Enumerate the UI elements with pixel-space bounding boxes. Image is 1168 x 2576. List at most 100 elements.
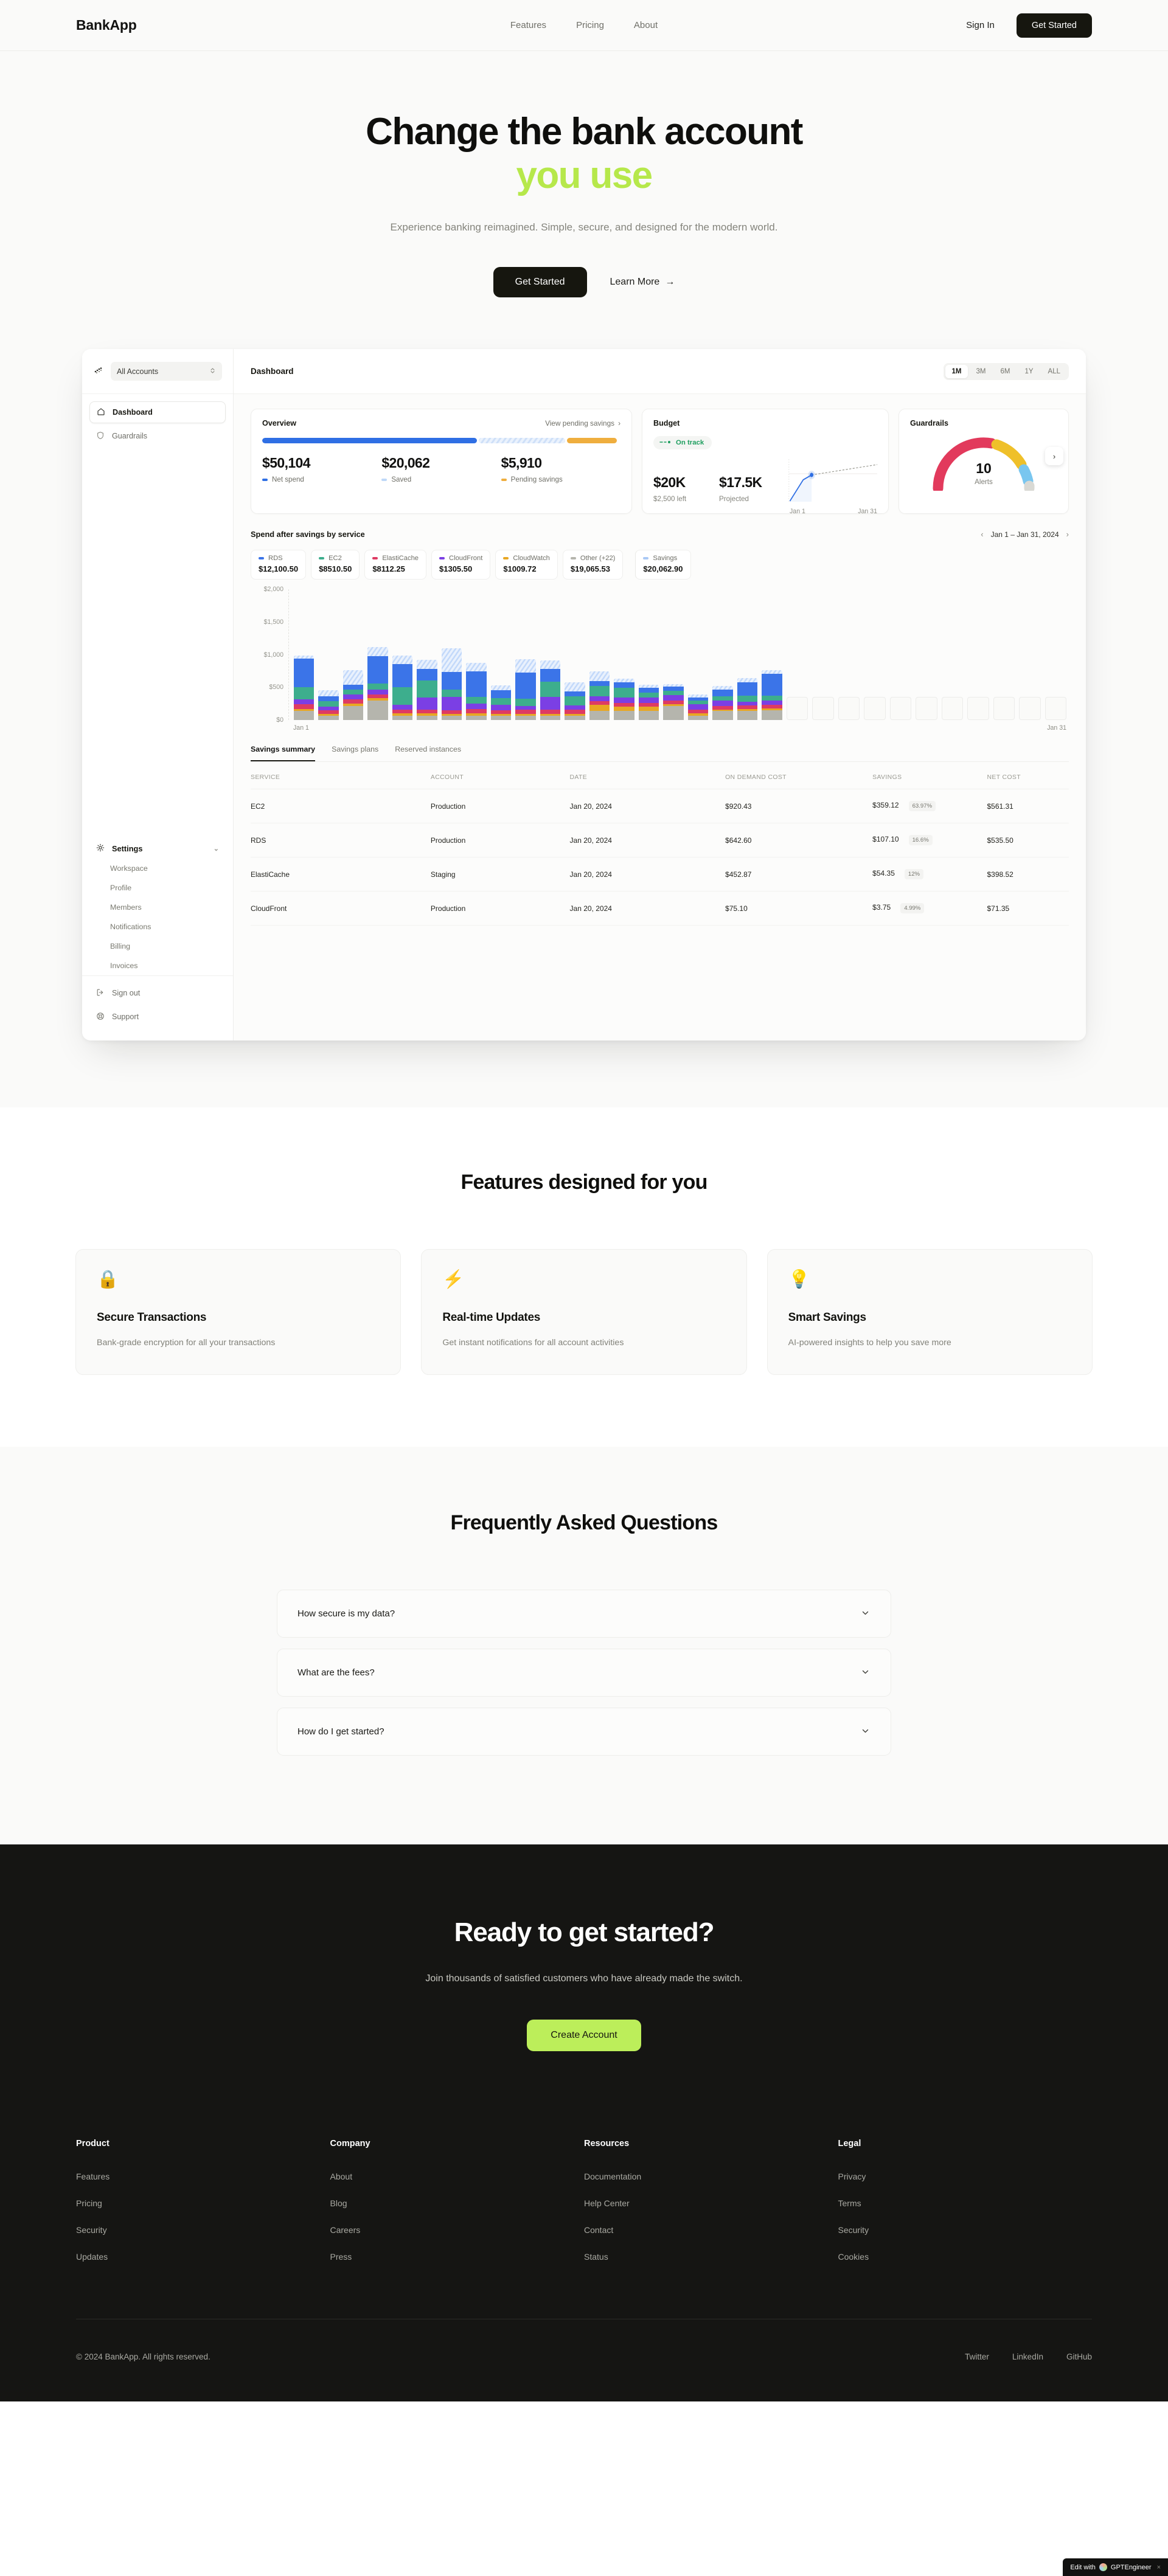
chart-bar[interactable] (1045, 697, 1067, 721)
chart-bar[interactable] (441, 648, 462, 721)
faq-item-security[interactable]: How secure is my data? (277, 1590, 891, 1638)
footer-link-documentation[interactable]: Documentation (584, 2172, 642, 2182)
range-tab-1y[interactable]: 1Y (1024, 367, 1034, 375)
chart-bar[interactable] (614, 679, 634, 721)
footer-link-help-center[interactable]: Help Center (584, 2198, 630, 2209)
legend-item-ec2[interactable]: EC2 $8510.50 (311, 550, 360, 580)
chart-bar[interactable] (294, 655, 315, 721)
sidebar-settings-group[interactable]: Settings ⌄ (82, 838, 233, 859)
footer-link-pricing[interactable]: Pricing (76, 2198, 102, 2209)
date-prev-icon[interactable]: ‹ (981, 530, 984, 539)
range-tab-6m[interactable]: 6M (1000, 367, 1010, 375)
chart-bar[interactable] (663, 684, 684, 721)
feature-card-secure-transactions[interactable]: 🔒 Secure Transactions Bank-grade encrypt… (75, 1249, 401, 1376)
footer-link-security[interactable]: Security (76, 2225, 107, 2235)
table-row[interactable]: RDS Production Jan 20, 2024 $642.60 $107.10 1… (251, 823, 1069, 858)
chart-bar[interactable] (342, 670, 364, 721)
legend-item-cloudfront[interactable]: CloudFront $1305.50 (431, 550, 491, 580)
footer-link-about[interactable]: About (330, 2172, 353, 2182)
chart-bar[interactable] (762, 670, 782, 721)
chart-bar[interactable] (392, 655, 413, 721)
chart-bar[interactable] (367, 646, 388, 721)
legend-item-savings[interactable]: Savings $20,062.90 (635, 550, 691, 580)
settings-item-invoices[interactable]: Invoices (110, 961, 138, 971)
sidebar-item-support[interactable]: Support (96, 1006, 219, 1028)
chart-bar[interactable] (864, 697, 886, 721)
footer-link-contact[interactable]: Contact (584, 2225, 614, 2235)
close-icon[interactable]: × (1156, 2563, 1161, 2571)
settings-item-workspace[interactable]: Workspace (110, 864, 148, 873)
footer-link-blog[interactable]: Blog (330, 2198, 347, 2209)
sign-in-link[interactable]: Sign In (966, 20, 995, 30)
chart-bar[interactable] (490, 685, 512, 721)
chart-bar[interactable] (712, 686, 733, 721)
range-tab-3m[interactable]: 3M (976, 367, 986, 375)
settings-item-billing[interactable]: Billing (110, 942, 131, 951)
footer-link-press[interactable]: Press (330, 2252, 352, 2262)
table-row[interactable]: EC2 Production Jan 20, 2024 $920.43 $359.12 6… (251, 789, 1069, 824)
social-link-linkedin[interactable]: LinkedIn (1012, 2352, 1043, 2362)
learn-more-link[interactable]: Learn More → (610, 277, 675, 288)
chart-bar[interactable] (838, 697, 860, 721)
guardrails-next-button[interactable]: › (1045, 447, 1063, 466)
nav-link-about[interactable]: About (633, 20, 658, 30)
chart-bar[interactable] (515, 659, 536, 721)
chart-bar[interactable] (941, 697, 964, 721)
legend-item-cloudwatch[interactable]: CloudWatch $1009.72 (495, 550, 558, 580)
footer-link-features[interactable]: Features (76, 2172, 110, 2182)
legend-item-elasticache[interactable]: ElastiCache $8112.25 (364, 550, 427, 580)
brand-logo[interactable]: BankApp (76, 17, 137, 33)
footer-link-careers[interactable]: Careers (330, 2225, 361, 2235)
faq-item-get-started[interactable]: How do I get started? (277, 1708, 891, 1756)
footer-link-privacy[interactable]: Privacy (838, 2172, 866, 2182)
settings-item-members[interactable]: Members (110, 903, 142, 912)
range-tab-1m[interactable]: 1M (945, 364, 968, 378)
social-link-twitter[interactable]: Twitter (965, 2352, 989, 2362)
chart-bar[interactable] (812, 697, 834, 721)
chart-bar[interactable] (638, 684, 659, 721)
date-next-icon[interactable]: › (1066, 530, 1069, 539)
gpt-engineer-badge[interactable]: Edit with GPTEngineer × (1063, 2558, 1168, 2576)
chart-bar[interactable] (967, 697, 989, 721)
social-link-github[interactable]: GitHub (1066, 2352, 1092, 2362)
range-tab-all[interactable]: ALL (1048, 367, 1060, 375)
legend-item-rds[interactable]: RDS $12,100.50 (251, 550, 307, 580)
settings-item-profile[interactable]: Profile (110, 884, 132, 893)
chart-bar[interactable] (687, 694, 709, 721)
sidebar-item-guardrails[interactable]: Guardrails (89, 425, 226, 447)
chart-bar[interactable] (1019, 697, 1041, 721)
footer-link-terms[interactable]: Terms (838, 2198, 861, 2209)
chart-bar[interactable] (417, 660, 437, 721)
sidebar-item-signout[interactable]: Sign out (96, 982, 219, 1004)
footer-link-status[interactable]: Status (584, 2252, 608, 2262)
footer-link-updates[interactable]: Updates (76, 2252, 108, 2262)
tab-reserved-instances[interactable]: Reserved instances (395, 745, 462, 754)
chart-bar[interactable] (318, 690, 339, 721)
nav-link-pricing[interactable]: Pricing (576, 20, 604, 30)
legend-item-other[interactable]: Other (+22) $19,065.53 (562, 550, 624, 580)
create-account-button[interactable]: Create Account (527, 2020, 641, 2052)
feature-card-realtime-updates[interactable]: ⚡ Real-time Updates Get instant notifica… (421, 1249, 747, 1376)
chart-bar[interactable] (786, 697, 808, 721)
footer-link-security[interactable]: Security (838, 2225, 869, 2235)
footer-link-cookies[interactable]: Cookies (838, 2252, 869, 2262)
get-started-button[interactable]: Get Started (1016, 13, 1092, 38)
chart-bar[interactable] (993, 697, 1015, 721)
hero-get-started-button[interactable]: Get Started (493, 267, 587, 298)
faq-item-fees[interactable]: What are the fees? (277, 1649, 891, 1697)
nav-link-features[interactable]: Features (510, 20, 547, 30)
account-picker[interactable]: All Accounts (111, 362, 222, 381)
table-row[interactable]: CloudFront Production Jan 20, 2024 $75.10 $3… (251, 891, 1069, 926)
view-pending-savings-link[interactable]: View pending savings › (545, 419, 620, 428)
tab-savings-plans[interactable]: Savings plans (332, 745, 379, 754)
settings-item-notifications[interactable]: Notifications (110, 923, 151, 932)
chart-bar[interactable] (889, 697, 912, 721)
feature-card-smart-savings[interactable]: 💡 Smart Savings AI-powered insights to h… (766, 1249, 1093, 1376)
tab-savings-summary[interactable]: Savings summary (251, 745, 316, 762)
chart-bar[interactable] (466, 662, 487, 721)
chart-bar[interactable] (565, 682, 585, 721)
chart-bar[interactable] (589, 671, 610, 721)
chart-bar[interactable] (540, 660, 561, 721)
chart-bar[interactable] (916, 697, 937, 721)
chart-bar[interactable] (737, 677, 758, 721)
